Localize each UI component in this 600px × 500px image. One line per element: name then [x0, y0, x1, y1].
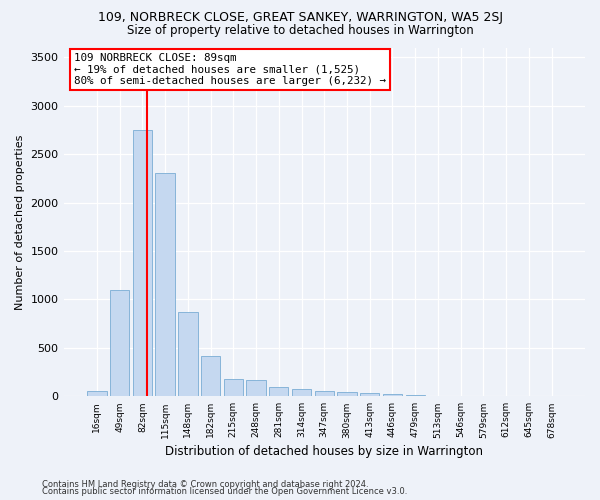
Bar	[360, 394, 379, 396]
Bar	[292, 389, 311, 396]
Bar	[87, 391, 107, 396]
Bar	[247, 380, 266, 396]
X-axis label: Distribution of detached houses by size in Warrington: Distribution of detached houses by size …	[165, 444, 483, 458]
Bar	[269, 386, 289, 396]
Bar	[383, 394, 402, 396]
Bar	[224, 380, 243, 396]
Bar	[314, 390, 334, 396]
Text: 109 NORBRECK CLOSE: 89sqm
← 19% of detached houses are smaller (1,525)
80% of se: 109 NORBRECK CLOSE: 89sqm ← 19% of detac…	[74, 52, 386, 86]
Text: 109, NORBRECK CLOSE, GREAT SANKEY, WARRINGTON, WA5 2SJ: 109, NORBRECK CLOSE, GREAT SANKEY, WARRI…	[97, 12, 503, 24]
Bar	[337, 392, 356, 396]
Bar	[133, 130, 152, 396]
Bar	[201, 356, 220, 397]
Text: Contains HM Land Registry data © Crown copyright and database right 2024.: Contains HM Land Registry data © Crown c…	[42, 480, 368, 489]
Y-axis label: Number of detached properties: Number of detached properties	[15, 134, 25, 310]
Bar	[178, 312, 197, 396]
Bar	[155, 174, 175, 396]
Text: Size of property relative to detached houses in Warrington: Size of property relative to detached ho…	[127, 24, 473, 37]
Text: Contains public sector information licensed under the Open Government Licence v3: Contains public sector information licen…	[42, 487, 407, 496]
Bar	[110, 290, 130, 397]
